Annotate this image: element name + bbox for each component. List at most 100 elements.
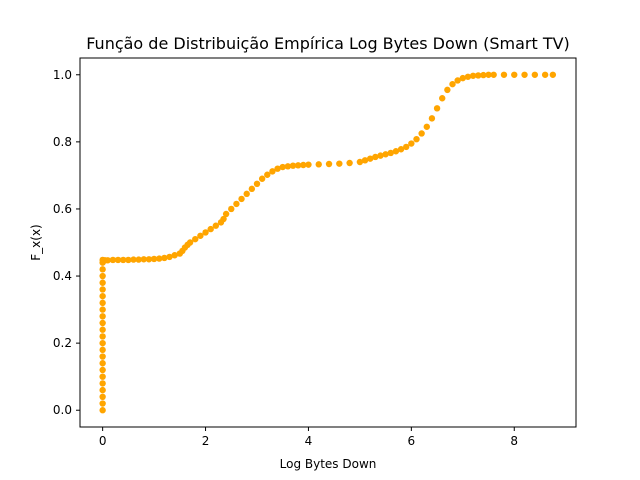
x-tick-label: 8 — [510, 434, 518, 448]
data-point — [403, 143, 410, 151]
x-tick-label: 2 — [202, 434, 210, 448]
data-point — [444, 86, 451, 94]
data-point — [99, 366, 106, 374]
data-point — [114, 256, 122, 264]
data-point — [140, 256, 147, 263]
data-point — [325, 160, 333, 168]
data-point — [166, 253, 173, 261]
data-point — [248, 185, 256, 193]
chart-title: Função de Distribuição Empírica Log Byte… — [86, 34, 570, 53]
data-point — [387, 149, 394, 157]
data-point — [99, 326, 106, 333]
data-point — [238, 195, 245, 203]
data-point — [356, 158, 364, 166]
data-point — [192, 235, 199, 243]
data-point — [99, 319, 106, 327]
data-point — [99, 407, 106, 414]
data-point — [294, 162, 302, 169]
data-point — [99, 292, 106, 300]
data-point — [99, 299, 106, 307]
data-point — [464, 73, 472, 80]
data-point — [99, 400, 106, 407]
data-point — [284, 163, 292, 170]
y-tick-label: 0.4 — [53, 269, 72, 283]
data-point — [511, 71, 518, 78]
data-point — [99, 313, 106, 320]
data-point — [475, 72, 482, 79]
data-point — [202, 229, 209, 236]
data-point — [228, 205, 235, 213]
y-tick-label: 0.0 — [53, 403, 72, 417]
data-point — [99, 346, 106, 354]
data-point — [99, 272, 106, 280]
data-point — [161, 254, 168, 262]
data-point — [279, 163, 286, 171]
data-point — [454, 77, 461, 84]
data-point — [274, 165, 281, 172]
data-point — [428, 115, 436, 122]
data-point — [233, 200, 240, 208]
y-tick-label: 0.8 — [53, 135, 72, 149]
data-point — [346, 159, 353, 167]
data-point — [135, 256, 142, 263]
data-point — [99, 266, 106, 273]
data-point — [99, 386, 106, 394]
data-point — [269, 168, 276, 175]
data-point — [423, 123, 430, 130]
data-point — [469, 72, 477, 79]
data-point — [99, 339, 106, 347]
data-point — [253, 180, 261, 187]
data-point — [222, 210, 230, 218]
x-tick-label: 6 — [408, 434, 416, 448]
data-point — [99, 373, 106, 380]
data-point — [305, 161, 312, 168]
data-point — [439, 95, 446, 102]
data-point — [99, 380, 106, 387]
data-point — [397, 146, 405, 153]
plot-frame — [79, 57, 577, 428]
data-point — [99, 360, 106, 367]
data-point — [150, 255, 158, 263]
data-point — [220, 215, 227, 223]
data-point — [130, 256, 137, 263]
data-point — [258, 175, 266, 182]
y-tick-label: 1.0 — [53, 68, 72, 82]
data-point — [459, 74, 466, 82]
scatter-series — [99, 71, 557, 414]
data-point — [104, 257, 111, 264]
x-axis: 0 2 4 6 8 — [99, 427, 518, 448]
data-point — [485, 71, 492, 78]
data-point — [171, 252, 178, 259]
y-axis: 0.0 0.2 0.4 0.6 0.8 1.0 — [53, 68, 80, 417]
data-point — [99, 333, 106, 340]
data-point — [372, 153, 379, 161]
data-point — [186, 239, 194, 246]
data-point — [361, 157, 369, 164]
data-point — [289, 162, 297, 169]
data-point — [531, 71, 539, 78]
data-point — [156, 255, 163, 262]
y-axis-label: F_x(x) — [29, 224, 43, 260]
y-tick-label: 0.2 — [53, 336, 72, 350]
data-point — [99, 393, 106, 401]
data-point — [120, 256, 127, 264]
data-point — [490, 71, 497, 78]
data-point — [212, 222, 220, 229]
data-point — [197, 232, 204, 239]
data-point — [243, 190, 250, 198]
data-point — [541, 71, 549, 78]
data-point — [99, 353, 106, 360]
x-tick-label: 4 — [305, 434, 313, 448]
x-axis-label: Log Bytes Down — [280, 457, 377, 471]
data-point — [366, 155, 374, 162]
data-point — [377, 152, 384, 159]
data-point — [382, 151, 389, 158]
data-point — [145, 256, 153, 263]
data-point — [480, 71, 487, 79]
data-point — [207, 225, 214, 233]
data-point — [500, 71, 508, 78]
x-tick-label: 0 — [99, 434, 107, 448]
data-point — [449, 80, 456, 88]
